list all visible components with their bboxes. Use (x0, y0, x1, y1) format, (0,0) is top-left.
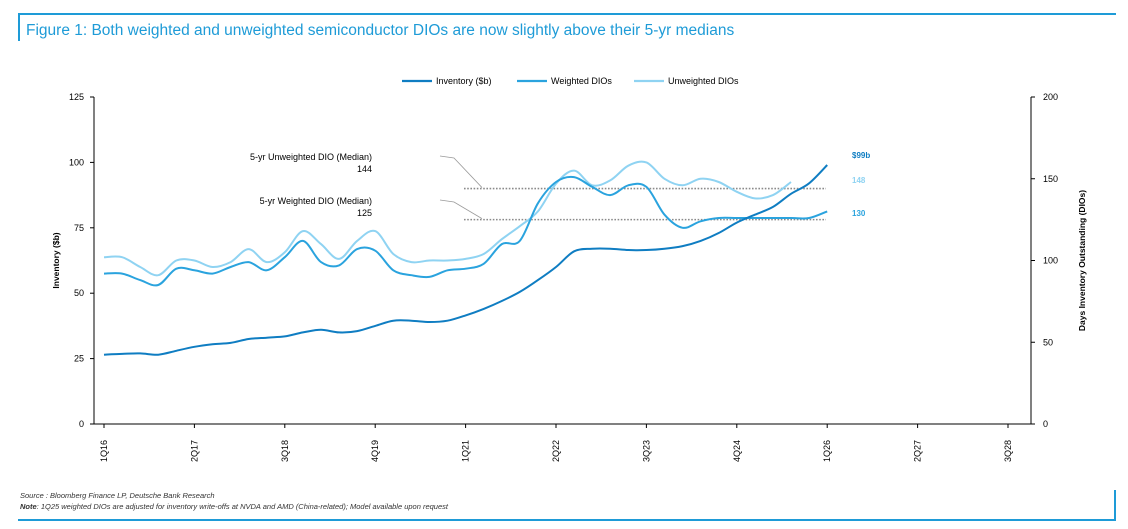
x-tick-label: 3Q23 (641, 440, 651, 462)
left-tick-label: 50 (74, 288, 84, 298)
note-text: : 1Q25 weighted DIOs are adjusted for in… (36, 502, 448, 511)
title-rule (18, 13, 1116, 15)
x-tick-label: 1Q26 (822, 440, 832, 462)
footer-rule (18, 519, 1116, 521)
end-label: $99b (852, 151, 870, 160)
left-tick-label: 25 (74, 354, 84, 364)
legend-label: Weighted DIOs (551, 76, 612, 86)
end-label: 148 (852, 176, 866, 185)
weighted-dio-line (103, 175, 828, 287)
median-value: 125 (357, 208, 372, 218)
end-label: 130 (852, 209, 866, 218)
note-label: Note (20, 502, 37, 511)
right-tick-label: 200 (1043, 92, 1058, 102)
median-leader (439, 199, 483, 219)
right-axis-title: Days Inventory Outstanding (DIOs) (1077, 190, 1087, 331)
right-tick-label: 100 (1043, 256, 1058, 266)
right-tick-label: 50 (1043, 337, 1053, 347)
x-tick-label: 4Q24 (732, 440, 742, 462)
right-tick-label: 150 (1043, 174, 1058, 184)
footnote: Note: 1Q25 weighted DIOs are adjusted fo… (20, 502, 448, 511)
median-leader (439, 155, 483, 188)
x-tick-label: 2Q17 (189, 440, 199, 462)
median-label: 5-yr Unweighted DIO (Median) (250, 152, 372, 162)
unweighted-dio-line (103, 160, 792, 277)
x-tick-label: 2Q22 (551, 440, 561, 462)
left-tick-label: 0 (79, 419, 84, 429)
right-tick-label: 0 (1043, 419, 1048, 429)
median-label: 5-yr Weighted DIO (Median) (260, 196, 372, 206)
x-tick-label: 2Q27 (913, 440, 923, 462)
x-tick-label: 1Q16 (99, 440, 109, 462)
footer-bar (1114, 490, 1116, 520)
left-tick-label: 75 (74, 223, 84, 233)
legend-label: Unweighted DIOs (668, 76, 739, 86)
median-value: 144 (357, 164, 372, 174)
left-tick-label: 125 (69, 92, 84, 102)
legend-label: Inventory ($b) (436, 76, 492, 86)
left-axis-title: Inventory ($b) (51, 232, 61, 288)
inventory-line (103, 164, 828, 356)
x-tick-label: 4Q19 (370, 440, 380, 462)
figure-title: Figure 1: Both weighted and unweighted s… (26, 22, 735, 39)
x-tick-label: 1Q21 (461, 440, 471, 462)
x-tick-label: 3Q28 (1003, 440, 1013, 462)
source-note: Source : Bloomberg Finance LP, Deutsche … (20, 491, 215, 500)
x-tick-label: 3Q18 (280, 440, 290, 462)
title-bar (18, 15, 20, 41)
left-tick-label: 100 (69, 157, 84, 167)
